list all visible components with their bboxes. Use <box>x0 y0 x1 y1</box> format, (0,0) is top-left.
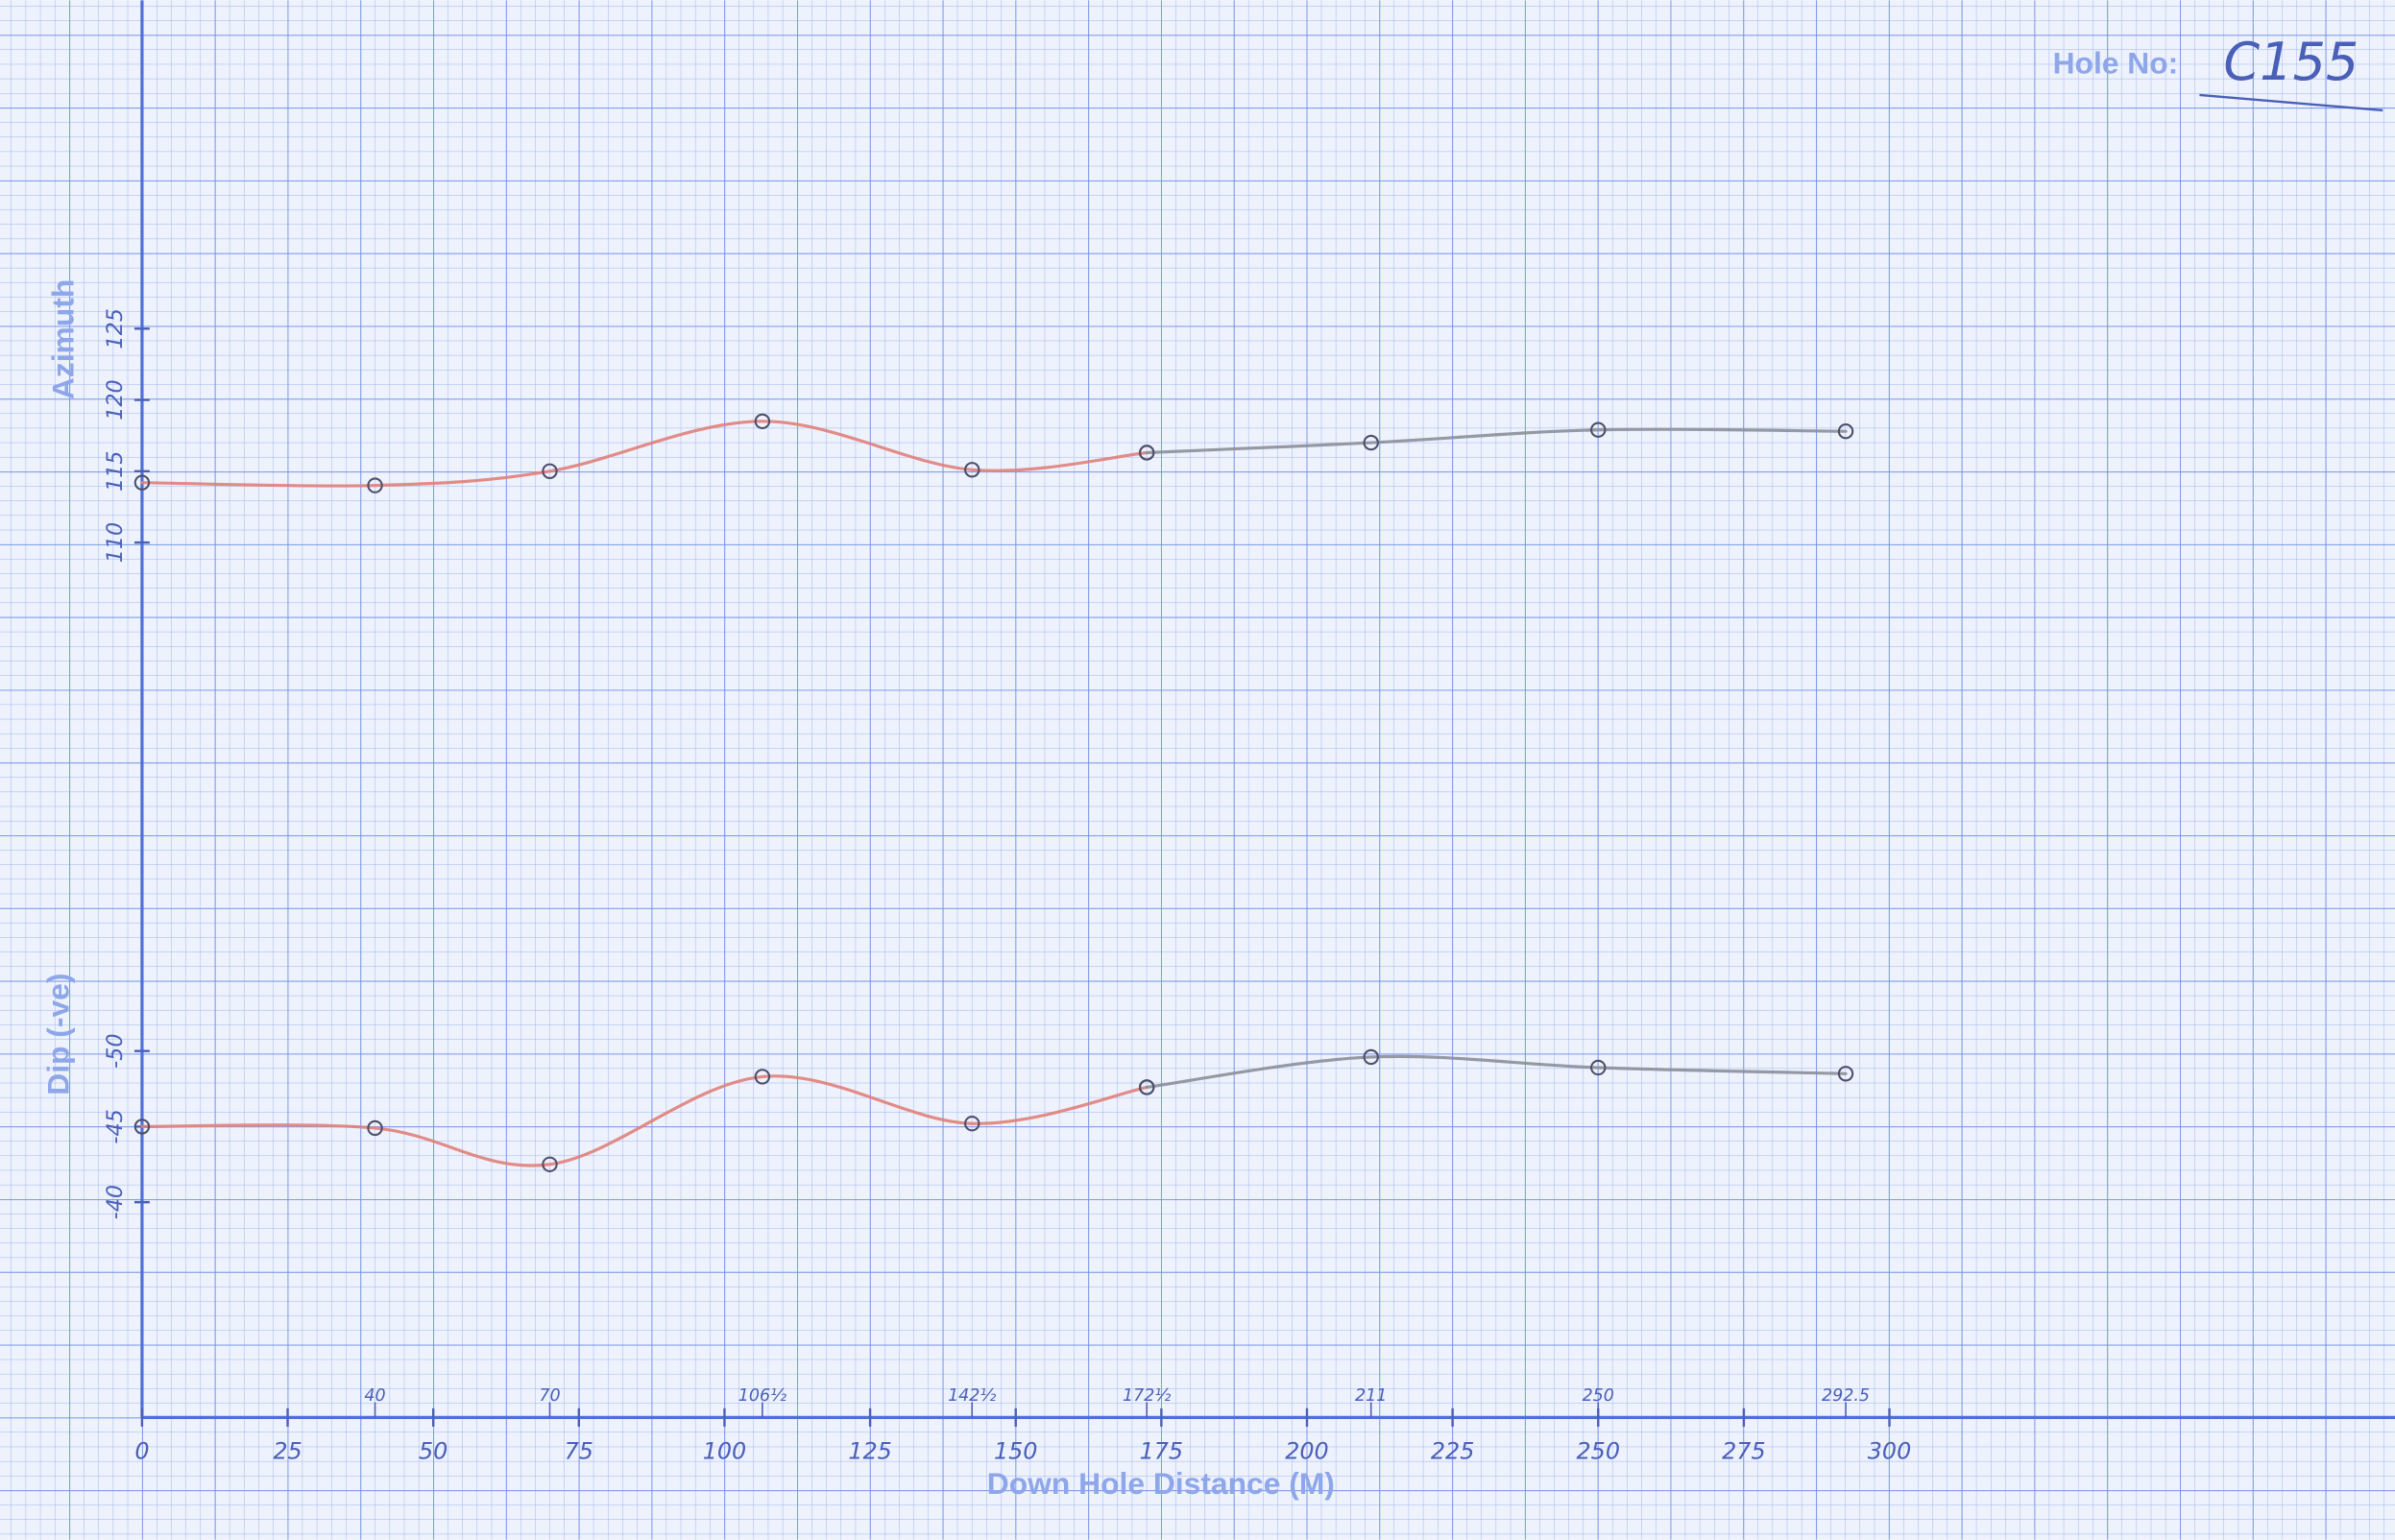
y2-axis-title: Dip (-ve) <box>41 974 76 1095</box>
x-tick-label: 200 <box>1285 1437 1329 1464</box>
x-tick-label: 125 <box>848 1437 892 1464</box>
x-tick-label: 100 <box>703 1437 747 1464</box>
station-label: 292.5 <box>1822 1386 1870 1406</box>
x-axis-title: Down Hole Distance (M) <box>987 1466 1335 1501</box>
x-tick-label: 300 <box>1868 1437 1912 1464</box>
y-tick-label: 120 <box>103 379 128 420</box>
x-tick-label: 225 <box>1431 1437 1475 1464</box>
x-tick-label: 50 <box>419 1437 448 1464</box>
x-tick-label: 75 <box>565 1437 593 1464</box>
title: Hole No: <box>2053 46 2179 81</box>
station-label: 211 <box>1355 1386 1387 1406</box>
major-grid <box>0 0 2395 1539</box>
station-label: 40 <box>364 1386 385 1406</box>
station-label: 250 <box>1583 1386 1614 1406</box>
x-tick-label: 25 <box>273 1437 302 1464</box>
chart: Hole No: C155 Down Hole Distance (M) Azi… <box>0 0 2395 1540</box>
station-label: 142½ <box>948 1386 996 1406</box>
y2-tick-label: -45 <box>103 1109 128 1143</box>
graph-paper <box>0 0 2395 1539</box>
x-tick-label: 275 <box>1722 1437 1766 1464</box>
station-label: 172½ <box>1123 1386 1171 1406</box>
y2-tick-label: -50 <box>103 1033 128 1068</box>
x-tick-label: 0 <box>134 1437 149 1464</box>
x-tick-label: 150 <box>994 1437 1038 1464</box>
y-tick-label: 110 <box>103 522 128 563</box>
y2-tick-label: -40 <box>103 1185 128 1219</box>
y-tick-label: 115 <box>103 451 128 492</box>
y-tick-label: 125 <box>103 308 128 349</box>
hole-number: C155 <box>2223 32 2359 92</box>
station-label: 106½ <box>738 1386 786 1406</box>
station-label: 70 <box>539 1386 560 1406</box>
page: html, body { margin: 0; padding: 0; widt… <box>0 0 2395 1540</box>
y-axis-title: Azimuth <box>45 279 80 399</box>
x-tick-label: 175 <box>1140 1437 1184 1464</box>
x-tick-label: 250 <box>1576 1437 1620 1464</box>
page-body: {"chart_data": { "type": "line", "title"… <box>0 0 2395 1540</box>
